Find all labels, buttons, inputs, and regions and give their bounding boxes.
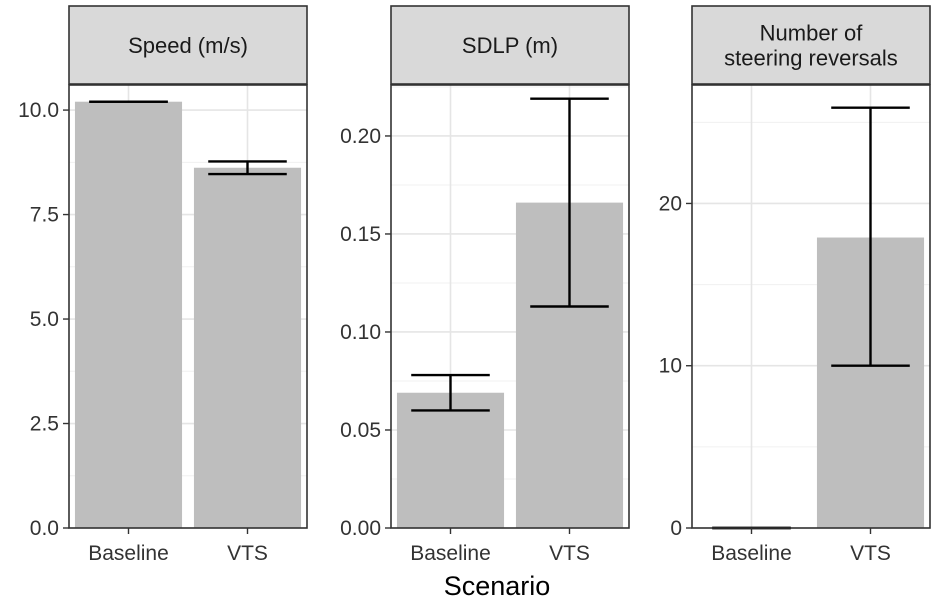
- y-tick-label: 5.0: [30, 308, 59, 331]
- panel-frame: [691, 84, 931, 529]
- x-tick-label: Baseline: [410, 542, 491, 565]
- error-bar-vts: [530, 97, 609, 308]
- panel-frame: [68, 84, 308, 529]
- x-tick-label: Baseline: [88, 542, 169, 565]
- panel-title: steering reversals: [724, 46, 898, 71]
- panel-frame: [390, 84, 630, 529]
- y-tick-label: 10: [659, 355, 682, 378]
- y-tick-label: 0.15: [340, 223, 381, 246]
- panel-strip: [390, 5, 630, 85]
- y-tick-label: 7.5: [30, 204, 59, 227]
- bar-vts: [193, 167, 302, 528]
- y-tick-label: 0.0: [30, 517, 59, 540]
- panel-title: SDLP (m): [462, 33, 558, 58]
- x-axis-title: Scenario: [444, 571, 551, 601]
- error-bar-baseline: [411, 373, 490, 412]
- panel-title: Number of: [760, 21, 864, 46]
- x-tick-label: VTS: [549, 542, 590, 565]
- y-tick-label: 2.5: [30, 413, 59, 436]
- x-tick-label: VTS: [227, 542, 268, 565]
- y-tick-label: 0.10: [340, 321, 381, 344]
- x-tick-label: VTS: [850, 542, 891, 565]
- bar-baseline: [396, 392, 505, 528]
- y-tick-label: 0: [670, 517, 682, 540]
- y-tick-label: 10.0: [18, 99, 59, 122]
- y-tick-label: 0.05: [340, 419, 381, 442]
- y-tick-label: 0.20: [340, 125, 381, 148]
- chart-panel-2: SDLP (m) 0.00 0.05 0.10 0.15 0.20 Baseline VTS: [340, 5, 630, 565]
- error-bar-vts: [831, 106, 910, 367]
- panel-title: Speed (m/s): [128, 33, 248, 58]
- chart-panel-1: Speed (m/s) 0.0 2.5 5.0 7.5 10.0 Baseline VTS: [18, 5, 308, 565]
- y-tick-label: 20: [659, 192, 682, 215]
- bar-baseline: [74, 101, 183, 528]
- panel-strip: [691, 5, 931, 85]
- error-bar-vts: [208, 160, 287, 176]
- y-tick-label: 0.00: [340, 517, 381, 540]
- x-tick-label: Baseline: [711, 542, 792, 565]
- panel-strip: [68, 5, 308, 85]
